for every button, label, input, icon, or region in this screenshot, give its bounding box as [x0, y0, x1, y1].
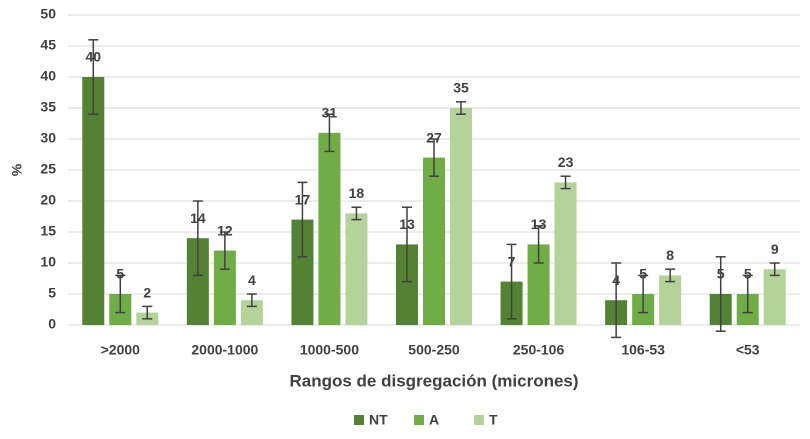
data-label: 5 [639, 266, 647, 282]
y-axis-title: % [9, 163, 25, 176]
data-label: 4 [612, 272, 620, 288]
legend-swatch [474, 415, 484, 425]
data-label: 40 [85, 49, 101, 65]
data-label: 14 [190, 210, 206, 226]
y-tick-label: 5 [48, 285, 56, 301]
y-tick-label: 35 [40, 99, 56, 115]
data-label: 4 [248, 272, 256, 288]
legend-label: T [489, 412, 498, 428]
data-label: 5 [717, 266, 725, 282]
bar [554, 182, 577, 325]
y-tick-label: 30 [40, 130, 56, 146]
bar [291, 219, 314, 325]
legend-label: A [429, 412, 439, 428]
bar [186, 238, 209, 325]
bar [763, 269, 786, 325]
bar [240, 300, 263, 325]
y-tick-label: 0 [48, 316, 56, 332]
legend-swatch [354, 415, 364, 425]
x-tick-label: 2000-1000 [191, 342, 258, 358]
data-label: 7 [508, 253, 516, 269]
y-tick-label: 15 [40, 223, 56, 239]
bar [318, 132, 341, 325]
x-tick-label: 250-106 [513, 342, 565, 358]
data-label: 2 [143, 284, 151, 300]
y-tick-label: 40 [40, 68, 56, 84]
data-label: 5 [744, 266, 752, 282]
bar [213, 250, 236, 325]
data-label: 12 [217, 222, 233, 238]
bar [345, 213, 368, 325]
y-tick-label: 25 [40, 161, 56, 177]
bar [423, 157, 445, 325]
data-label: 13 [399, 216, 415, 232]
data-label: 8 [666, 247, 674, 263]
x-tick-label: 500-250 [408, 342, 460, 358]
data-label: 13 [531, 216, 547, 232]
data-label: 17 [295, 191, 311, 207]
bar [659, 275, 682, 325]
data-label: 5 [116, 266, 124, 282]
x-tick-label: 106-53 [621, 342, 665, 358]
y-tick-label: 10 [40, 254, 56, 270]
bar [396, 244, 418, 325]
legend-label: NT [369, 412, 388, 428]
data-label: 31 [322, 105, 338, 121]
y-tick-label: 50 [40, 6, 56, 22]
x-axis-title: Rangos de disgregación (micrones) [289, 371, 578, 390]
data-label: 18 [349, 185, 365, 201]
y-tick-label: 20 [40, 192, 56, 208]
bar [527, 244, 550, 325]
x-tick-label: <53 [736, 342, 760, 358]
data-label: 27 [426, 129, 442, 145]
bar [82, 77, 105, 325]
data-label: 9 [771, 241, 779, 257]
data-label: 35 [453, 80, 469, 96]
data-label: 23 [558, 154, 574, 170]
legend-swatch [414, 415, 424, 425]
bar [450, 108, 472, 325]
x-tick-label: 1000-500 [300, 342, 359, 358]
x-tick-label: >2000 [101, 342, 141, 358]
y-tick-label: 45 [40, 37, 56, 53]
